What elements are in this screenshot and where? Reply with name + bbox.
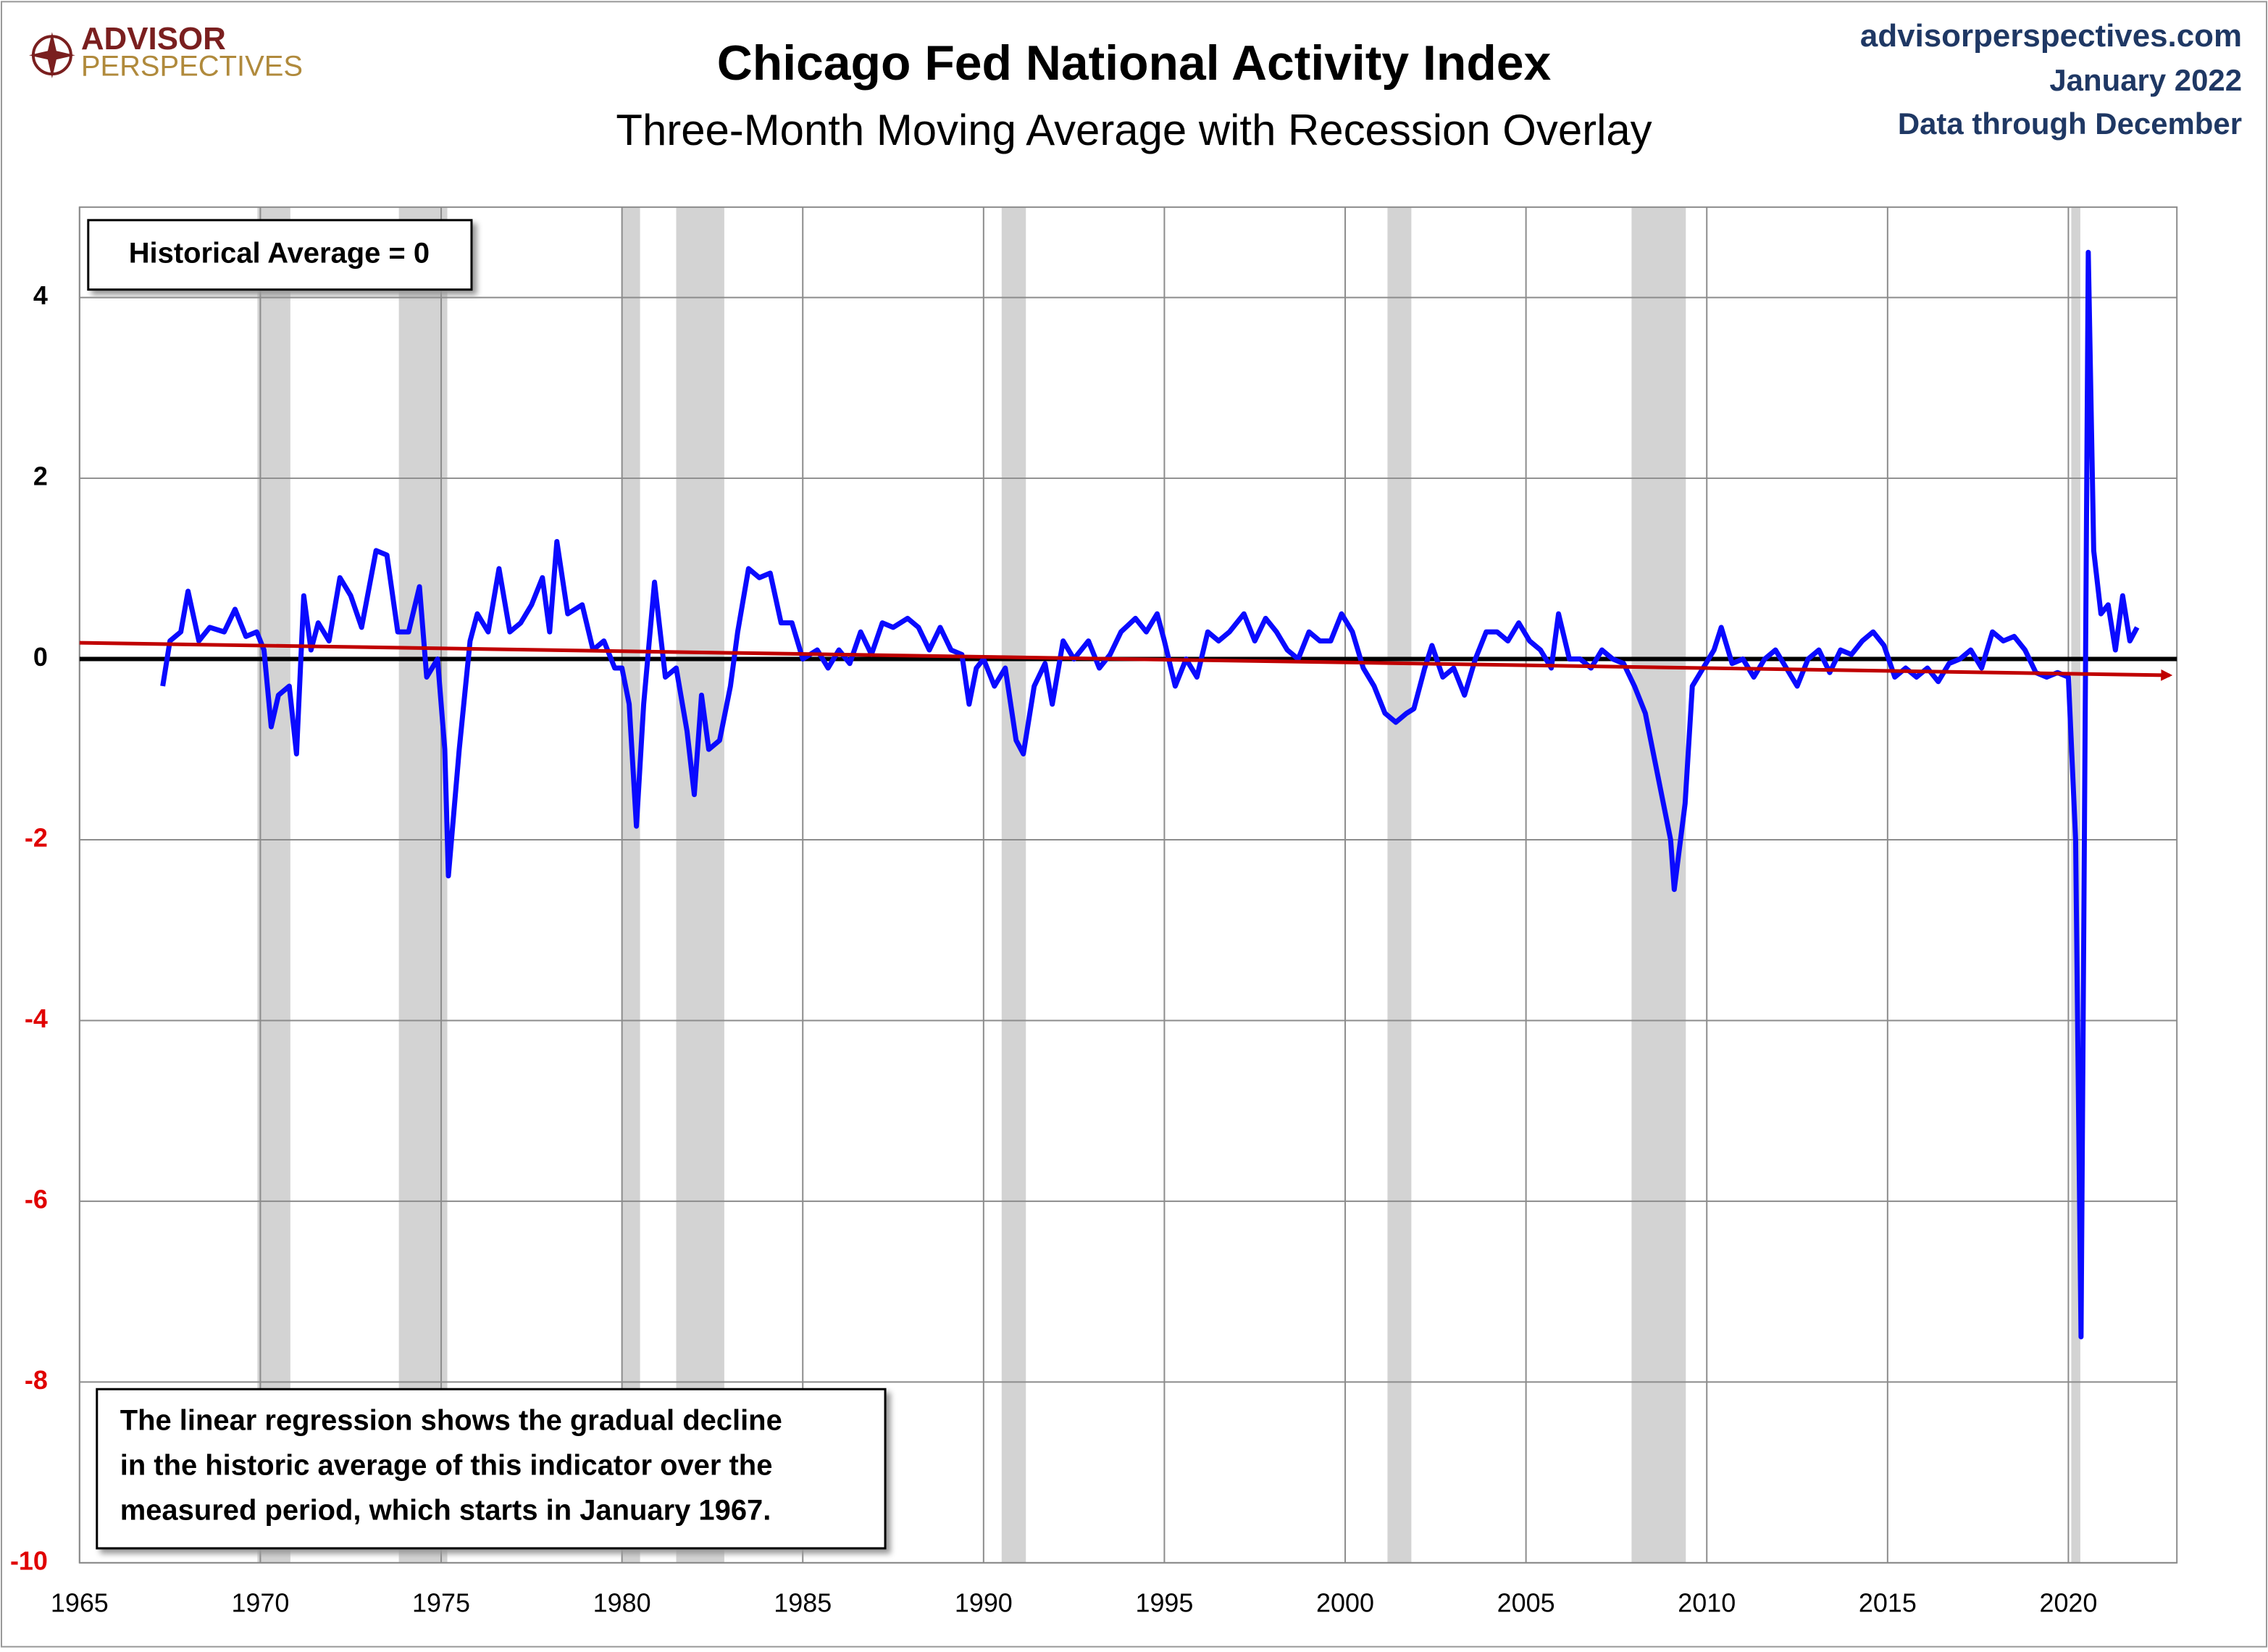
x-tick-label: 1995	[1135, 1588, 1193, 1617]
annotation-box	[87, 219, 473, 291]
annotation: in the historic average of this indicato…	[120, 1450, 773, 1482]
x-tick-label: 1980	[593, 1588, 651, 1617]
y-tick-label: -4	[25, 1004, 48, 1033]
source: January 2022	[2049, 63, 2242, 97]
annotation: Historical Average = 0	[129, 237, 430, 269]
recession-band	[398, 206, 448, 1563]
recession-band	[1001, 206, 1026, 1563]
y-tick-label: 2	[33, 462, 48, 491]
recession-band	[257, 206, 290, 1563]
recession-band	[676, 206, 724, 1563]
y-tick-label: -6	[25, 1184, 48, 1214]
x-tick-label: 1975	[412, 1588, 470, 1617]
annotation: The linear regression shows the gradual …	[120, 1405, 782, 1437]
x-tick-label: 2005	[1497, 1588, 1555, 1617]
logo: ADVISOR PERSPECTIVES	[28, 21, 303, 83]
logo-icon	[28, 32, 75, 79]
x-tick-label: 2015	[1859, 1588, 1917, 1617]
chart-subtitle: Three-Month Moving Average with Recessio…	[616, 106, 1652, 154]
logo-bottom: PERSPECTIVES	[81, 51, 303, 83]
annotation: measured period, which starts in January…	[120, 1495, 771, 1527]
y-tick-label: -2	[25, 822, 48, 852]
chart-title: Chicago Fed National Activity Index	[717, 36, 1552, 91]
plot-border	[78, 206, 2178, 1564]
x-tick-label: 1970	[231, 1588, 289, 1617]
plot-area: -10 -8 -6 -4 -2 0 2 4 1965 1970 1975 1980 1985 1990 19…	[10, 206, 2178, 1617]
data-line	[160, 249, 2140, 1340]
x-tick-label: 2000	[1316, 1588, 1374, 1617]
x-tick-label: 1985	[774, 1588, 832, 1617]
y-tick-label: -8	[25, 1365, 48, 1395]
trend-line	[79, 641, 2173, 681]
x-tick-label: 1990	[955, 1588, 1013, 1617]
logo-top: ADVISOR	[81, 21, 226, 57]
y-tick-label: 0	[33, 642, 48, 672]
source: advisorperspectives.com	[1860, 18, 2242, 54]
source: Data through December	[1898, 107, 2242, 141]
recession-band	[1387, 206, 1412, 1563]
x-tick-label: 1965	[51, 1588, 109, 1617]
x-tick-label: 2010	[1678, 1588, 1736, 1617]
x-tick-label: 2020	[2039, 1588, 2097, 1617]
annotation-box	[96, 1388, 887, 1550]
recession-band	[1631, 206, 1686, 1563]
y-tick-label: -10	[10, 1545, 48, 1575]
y-tick-label: 4	[33, 280, 48, 310]
recession-band	[622, 206, 640, 1563]
